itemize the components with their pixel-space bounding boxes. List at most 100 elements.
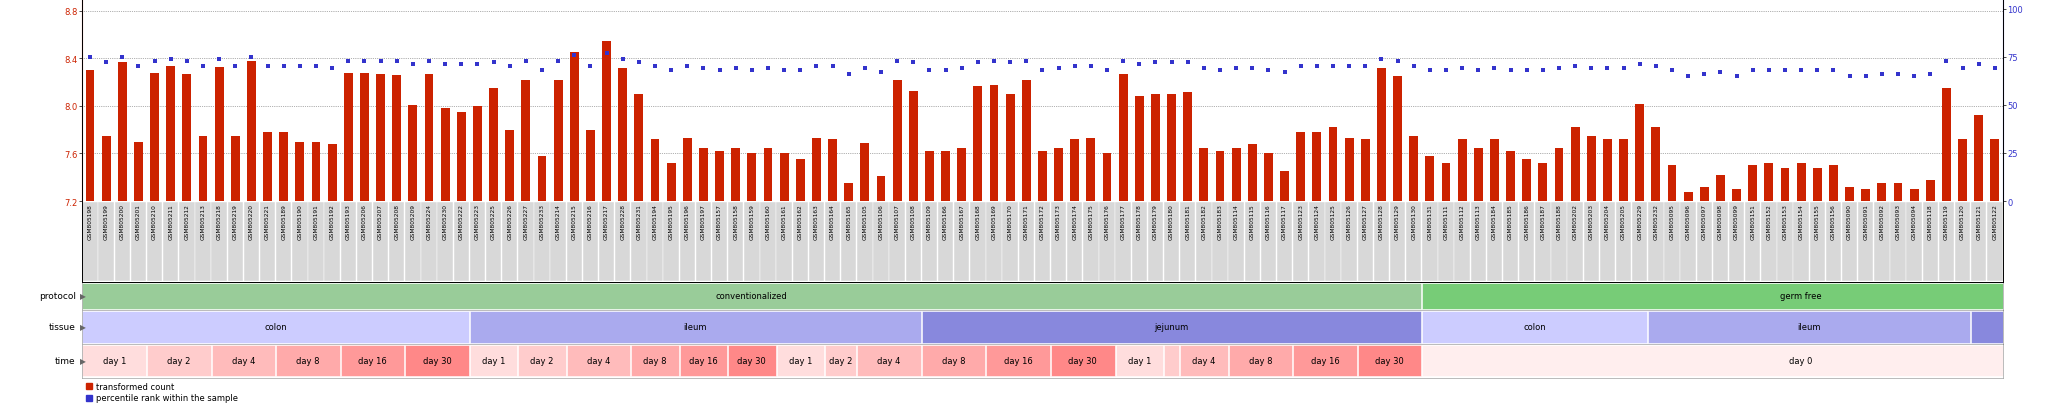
Point xyxy=(1542,66,1575,72)
Text: GSM805205: GSM805205 xyxy=(1622,204,1626,240)
Bar xyxy=(1247,145,1257,202)
Point xyxy=(154,56,186,63)
Text: day 30: day 30 xyxy=(737,356,766,366)
Bar xyxy=(889,202,905,281)
Bar xyxy=(1810,202,1825,281)
Bar xyxy=(1780,169,1790,202)
Bar xyxy=(469,345,518,377)
Bar xyxy=(872,202,889,281)
Bar xyxy=(260,202,274,281)
Text: germ free: germ free xyxy=(1780,292,1823,301)
Bar xyxy=(1276,202,1292,281)
Bar xyxy=(1733,190,1741,202)
Bar xyxy=(1296,133,1305,202)
Text: GSM805218: GSM805218 xyxy=(217,204,221,240)
Point xyxy=(752,66,784,72)
Bar xyxy=(440,109,451,202)
Text: GSM805222: GSM805222 xyxy=(459,204,463,240)
Point xyxy=(913,68,946,74)
Text: ▶: ▶ xyxy=(80,323,86,332)
Bar xyxy=(1329,128,1337,202)
Point xyxy=(1059,64,1092,71)
Text: GSM805227: GSM805227 xyxy=(524,204,528,240)
Bar xyxy=(1665,202,1679,281)
Point xyxy=(1800,68,1833,74)
Bar xyxy=(1862,190,1870,202)
Bar xyxy=(1442,164,1450,202)
Point xyxy=(365,58,397,65)
Bar xyxy=(1503,202,1518,281)
Text: GSM805113: GSM805113 xyxy=(1477,204,1481,240)
Bar xyxy=(1374,202,1389,281)
Point xyxy=(831,71,864,78)
Text: GSM805191: GSM805191 xyxy=(313,204,319,240)
Point xyxy=(397,62,430,69)
Point xyxy=(1526,68,1559,74)
Point xyxy=(1608,66,1640,72)
Bar xyxy=(1245,202,1260,281)
Point xyxy=(1720,74,1753,80)
Bar xyxy=(1212,202,1227,281)
Text: GSM805170: GSM805170 xyxy=(1008,204,1012,240)
Bar xyxy=(1006,95,1014,202)
Text: GSM805168: GSM805168 xyxy=(975,204,981,240)
Bar xyxy=(1163,202,1180,281)
Bar xyxy=(567,202,582,281)
Bar xyxy=(1567,202,1583,281)
Bar xyxy=(647,202,664,281)
Bar xyxy=(569,53,580,202)
Point xyxy=(252,64,285,71)
Point xyxy=(1833,74,1866,80)
Text: GSM805109: GSM805109 xyxy=(928,204,932,240)
Point xyxy=(170,58,203,65)
Point xyxy=(106,54,139,61)
Bar xyxy=(1616,202,1632,281)
Text: GSM805192: GSM805192 xyxy=(330,204,334,240)
Text: GSM805172: GSM805172 xyxy=(1040,204,1044,240)
Text: GSM805095: GSM805095 xyxy=(1669,204,1675,240)
Bar xyxy=(182,75,190,202)
Bar xyxy=(199,136,207,202)
Bar xyxy=(905,202,922,281)
Text: GSM805126: GSM805126 xyxy=(1348,204,1352,240)
Point xyxy=(1849,74,1882,80)
Point xyxy=(1929,58,1962,65)
Text: GSM805122: GSM805122 xyxy=(1993,204,1997,240)
Bar xyxy=(760,202,776,281)
Point xyxy=(123,64,156,71)
Text: GSM805106: GSM805106 xyxy=(879,204,883,240)
Text: GSM805153: GSM805153 xyxy=(1782,204,1788,240)
Bar xyxy=(82,345,145,377)
Bar xyxy=(1409,136,1417,202)
Point xyxy=(1155,60,1188,66)
Point xyxy=(590,50,623,57)
Point xyxy=(1235,66,1268,72)
Bar xyxy=(1217,152,1225,202)
Text: GSM805151: GSM805151 xyxy=(1751,204,1755,240)
Bar xyxy=(793,202,809,281)
Text: day 4: day 4 xyxy=(231,356,256,366)
Point xyxy=(1753,68,1786,74)
Bar xyxy=(1845,188,1853,202)
Point xyxy=(1284,64,1317,71)
Bar xyxy=(1100,202,1114,281)
Point xyxy=(203,56,236,63)
Bar xyxy=(1083,202,1098,281)
Bar xyxy=(1991,140,1999,202)
Bar xyxy=(1163,345,1180,377)
Text: time: time xyxy=(55,356,76,366)
Text: GSM805219: GSM805219 xyxy=(233,204,238,240)
Bar xyxy=(82,311,469,343)
Text: GSM805176: GSM805176 xyxy=(1104,204,1110,240)
Bar xyxy=(811,139,821,202)
Text: colon: colon xyxy=(1524,323,1546,332)
Bar xyxy=(631,345,678,377)
Bar xyxy=(211,345,274,377)
Text: day 30: day 30 xyxy=(1374,356,1403,366)
Text: day 2: day 2 xyxy=(829,356,852,366)
Text: ▶: ▶ xyxy=(80,292,86,301)
Text: GSM805160: GSM805160 xyxy=(766,204,770,240)
Text: GSM805093: GSM805093 xyxy=(1896,204,1901,240)
Bar xyxy=(1925,180,1935,202)
Bar xyxy=(1878,184,1886,202)
